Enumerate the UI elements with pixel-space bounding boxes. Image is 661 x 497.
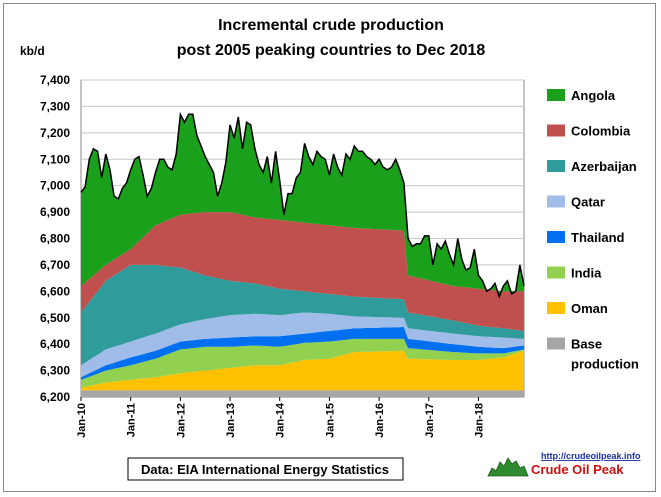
legend-label-thailand: Thailand: [571, 230, 625, 245]
y-tick-label: 6,800: [40, 232, 70, 246]
legend-swatch-base-production: [547, 337, 565, 350]
crude-oil-peak-logo: http://crudeoilpeak.info Crude Oil Peak: [487, 451, 641, 477]
y-tick-label: 6,400: [40, 337, 70, 351]
legend-swatch-colombia: [547, 124, 565, 137]
legend-label-oman: Oman: [571, 301, 608, 316]
y-tick-label: 7,200: [40, 126, 70, 140]
legend-swatch-qatar: [547, 195, 565, 208]
legend-swatch-thailand: [547, 231, 565, 243]
legend-label-angola: Angola: [571, 88, 616, 103]
y-tick-label: 7,000: [40, 179, 70, 193]
x-tick-label: Jan-12: [175, 403, 187, 438]
legend-label-azerbaijan: Azerbaijan: [571, 159, 637, 174]
x-tick-label: Jan-13: [225, 403, 237, 438]
legend-label-india: India: [571, 266, 602, 281]
y-tick-label: 6,900: [40, 205, 70, 219]
area-base-production: [81, 390, 524, 397]
area-angola: [81, 114, 524, 297]
legend-swatch-oman: [547, 302, 565, 314]
area-oman: [81, 350, 524, 391]
y-tick-label: 7,100: [40, 152, 70, 166]
y-tick-label: 6,200: [40, 390, 70, 404]
footnote-text: Data: EIA International Energy Statistic…: [141, 462, 389, 477]
y-tick-label: 6,700: [40, 258, 70, 272]
area-colombia: [81, 212, 524, 331]
y-tick-label: 7,400: [40, 73, 70, 87]
y-tick-label: 7,300: [40, 99, 70, 113]
y-tick-label: 6,500: [40, 311, 70, 325]
legend: Angola Colombia Azerbaijan Qatar Thailand Ind…: [547, 88, 639, 372]
x-axis: Jan-10 Jan-11 Jan-12 Jan-13 Jan-14 Jan-15 Jan-…: [76, 397, 485, 438]
area-qatar: [81, 312, 524, 378]
legend-label-base-production: Base: [571, 337, 602, 352]
area-thailand: [81, 327, 524, 380]
x-tick-label: Jan-11: [126, 403, 138, 437]
x-tick-label: Jan-18: [473, 403, 485, 438]
legend-label-colombia: Colombia: [571, 124, 631, 139]
logo-peak-graphic: [487, 457, 529, 477]
legend-label-base-production: production: [571, 357, 639, 372]
total-line: [80, 111, 525, 299]
x-tick-label: Jan-14: [275, 402, 287, 438]
legend-label-qatar: Qatar: [571, 195, 605, 210]
x-tick-label: Jan-17: [424, 403, 436, 438]
x-tick-label: Jan-16: [374, 403, 386, 438]
y-axis-unit-label: kb/d: [20, 44, 45, 58]
legend-swatch-india: [547, 266, 565, 279]
area-azerbaijan: [81, 264, 524, 366]
chart-frame: [3, 3, 656, 492]
series-areas: [80, 111, 525, 397]
area-india: [81, 338, 524, 388]
chart-title-line-2: post 2005 peaking countries to Dec 2018: [177, 42, 486, 59]
y-axis: 6,200 6,300 6,400 6,500 6,600 6,700 6,800 6,900…: [40, 73, 70, 404]
logo-name: Crude Oil Peak: [531, 462, 624, 477]
chart-title-line-1: Incremental crude production: [218, 17, 444, 34]
footnote-box: [127, 457, 404, 481]
y-tick-label: 6,600: [40, 284, 70, 298]
legend-swatch-angola: [547, 89, 565, 101]
x-tick-label: Jan-15: [324, 403, 336, 438]
legend-swatch-azerbaijan: [547, 160, 565, 172]
x-tick-label: Jan-10: [76, 403, 88, 438]
y-tick-label: 6,300: [40, 364, 70, 378]
logo-url[interactable]: http://crudeoilpeak.info: [541, 451, 641, 461]
